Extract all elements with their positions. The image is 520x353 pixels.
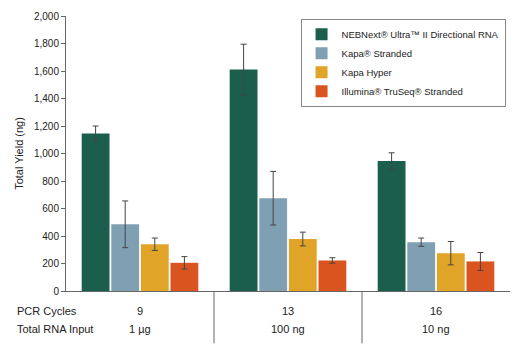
- svg-text:1,200: 1,200: [34, 121, 59, 132]
- svg-text:10 ng: 10 ng: [422, 323, 450, 335]
- svg-text:200: 200: [42, 258, 59, 269]
- svg-text:800: 800: [42, 176, 59, 187]
- svg-text:2,000: 2,000: [34, 11, 59, 22]
- svg-text:Illumina® TruSeq® Stranded: Illumina® TruSeq® Stranded: [342, 86, 463, 97]
- svg-text:100 ng: 100 ng: [271, 323, 305, 335]
- svg-text:9: 9: [137, 305, 143, 317]
- svg-text:Kapa® Stranded: Kapa® Stranded: [342, 48, 412, 59]
- svg-text:13: 13: [282, 305, 294, 317]
- svg-text:Kapa Hyper: Kapa Hyper: [342, 67, 392, 78]
- svg-text:0: 0: [53, 286, 59, 297]
- svg-text:Total RNA Input: Total RNA Input: [17, 323, 93, 335]
- svg-text:16: 16: [430, 305, 442, 317]
- svg-text:PCR Cycles: PCR Cycles: [17, 305, 77, 317]
- svg-text:NEBNext® Ultra™ II Directional: NEBNext® Ultra™ II Directional RNA: [342, 29, 499, 40]
- svg-text:1,800: 1,800: [34, 38, 59, 49]
- svg-text:1,600: 1,600: [34, 66, 59, 77]
- svg-text:Total Yield (ng): Total Yield (ng): [13, 117, 25, 190]
- svg-text:1 µg: 1 µg: [129, 323, 151, 335]
- svg-text:1,400: 1,400: [34, 93, 59, 104]
- svg-text:600: 600: [42, 203, 59, 214]
- svg-text:1,000: 1,000: [34, 148, 59, 159]
- svg-text:400: 400: [42, 231, 59, 242]
